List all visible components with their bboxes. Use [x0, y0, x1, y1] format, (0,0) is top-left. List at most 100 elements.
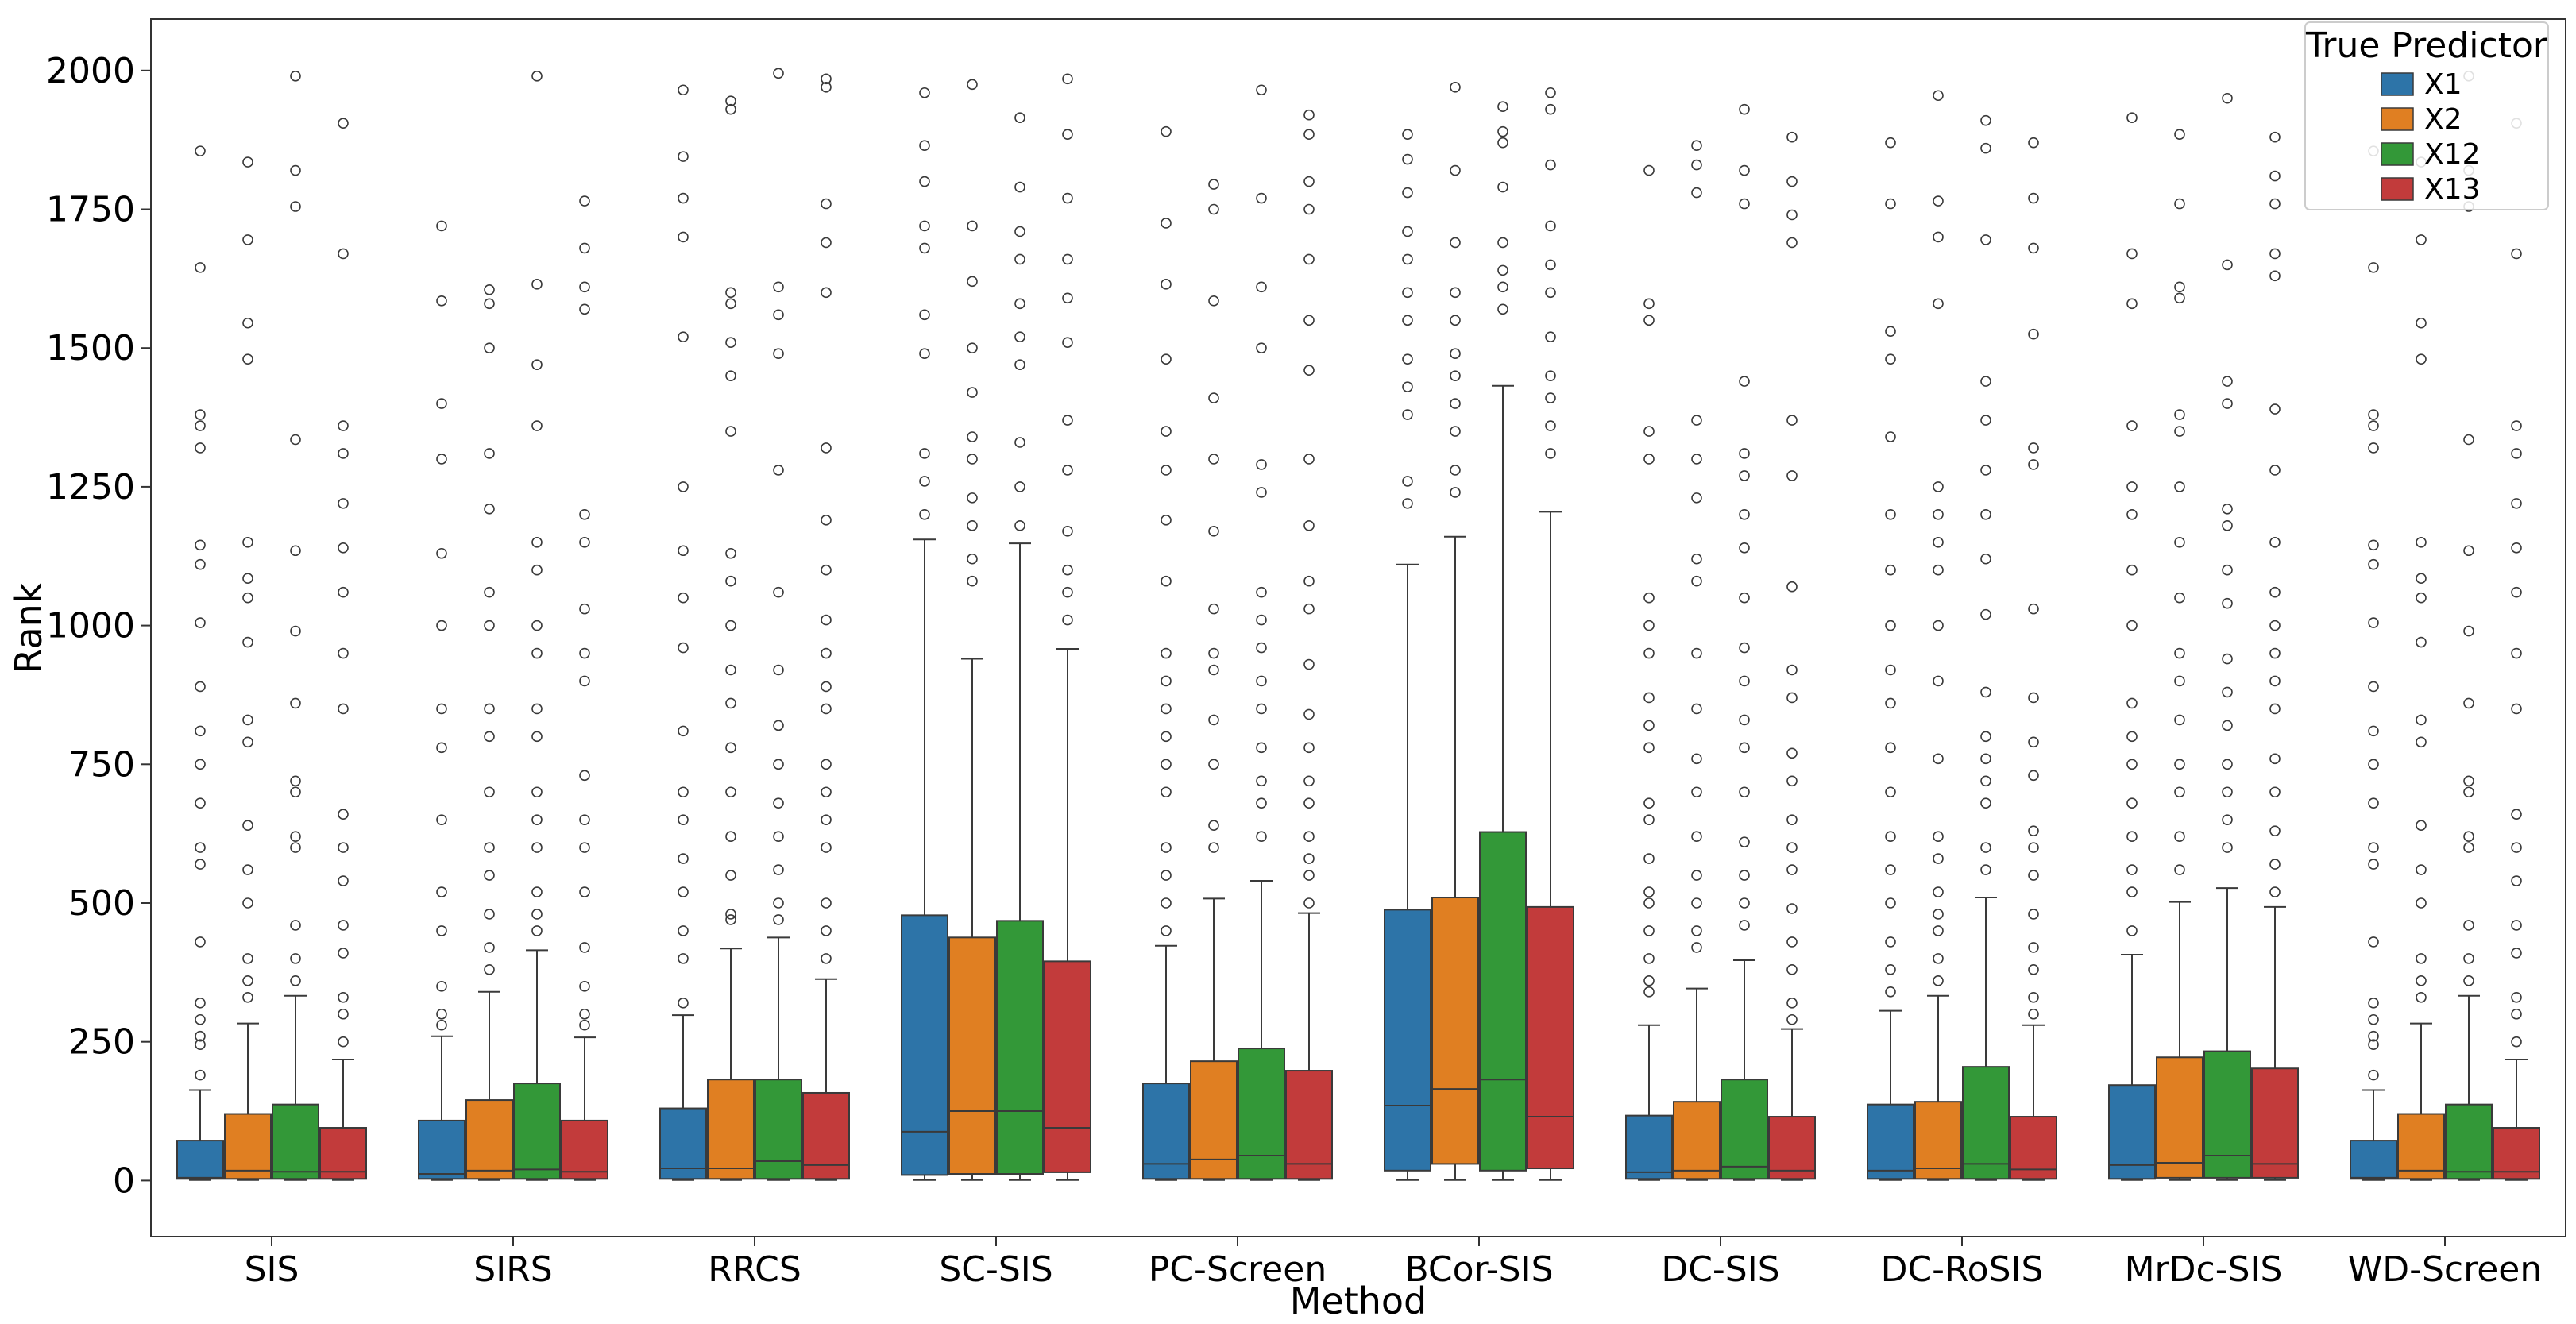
outlier-point: [2174, 675, 2185, 687]
outlier-point: [1643, 897, 1655, 909]
x-tick-label: RRCS: [708, 1249, 801, 1290]
outlier-point: [919, 87, 930, 98]
outlier-point: [1691, 140, 1702, 151]
outlier-point: [2416, 536, 2427, 548]
iqr-box: [1142, 1083, 1190, 1180]
outlier-point: [1303, 176, 1315, 187]
outlier-point: [195, 409, 206, 420]
outlier-point: [2126, 864, 2138, 875]
outlier-point: [290, 201, 301, 212]
outlier-point: [1643, 925, 1655, 936]
outlier-point: [773, 281, 784, 293]
outlier-point: [1208, 647, 1219, 659]
outlier-point: [436, 742, 447, 754]
outlier-point: [436, 547, 447, 559]
outlier-point: [484, 909, 495, 920]
outlier-point: [338, 498, 349, 509]
outlier-point: [1980, 731, 1991, 743]
box-x12-dc-rosis: [1962, 114, 2010, 1181]
outlier-point: [531, 620, 543, 631]
outlier-point: [1256, 703, 1267, 715]
outlier-point: [1303, 520, 1315, 531]
outlier-point: [725, 742, 736, 754]
outlier-point: [725, 95, 736, 107]
outlier-point: [1062, 564, 1073, 576]
outlier-point: [1739, 376, 1750, 387]
outlier-point: [1303, 454, 1315, 465]
outlier-point: [678, 84, 689, 96]
outlier-point: [338, 703, 349, 715]
outlier-point: [773, 309, 784, 321]
outlier-point: [1303, 658, 1315, 670]
outlier-point: [1786, 936, 1798, 948]
outlier-point: [725, 914, 736, 925]
box-x2-rrcs: [707, 95, 755, 1181]
outlier-point: [2222, 842, 2233, 853]
outlier-point: [1161, 675, 1172, 687]
outlier-point: [1161, 731, 1172, 743]
outlier-point: [531, 842, 543, 853]
outlier-point: [484, 342, 495, 354]
outlier-point: [1739, 870, 1750, 881]
iqr-box: [2350, 1140, 2397, 1180]
outlier-point: [1545, 259, 1556, 271]
outlier-point: [1691, 647, 1702, 659]
outlier-point: [2416, 234, 2427, 245]
outlier-point: [436, 981, 447, 992]
outlier-point: [531, 359, 543, 370]
iqr-box: [418, 1119, 465, 1180]
outlier-point: [1450, 237, 1461, 249]
outlier-point: [1208, 664, 1219, 676]
outlier-point: [2028, 736, 2039, 748]
iqr-box: [1044, 960, 1091, 1173]
outlier-point: [290, 775, 301, 787]
iqr-box: [1867, 1103, 1914, 1180]
iqr-box: [2156, 1056, 2203, 1179]
iqr-box: [465, 1099, 513, 1180]
outlier-point: [1402, 498, 1413, 509]
outlier-point: [1014, 181, 1025, 193]
outlier-point: [290, 842, 301, 853]
outlier-point: [1933, 195, 1944, 207]
outlier-point: [1014, 331, 1025, 343]
outlier-point: [1161, 786, 1172, 798]
outlier-point: [290, 831, 301, 842]
outlier-point: [1062, 614, 1073, 626]
outlier-point: [484, 448, 495, 459]
box-x2-dc-rosis: [1914, 90, 1962, 1181]
iqr-box: [1962, 1066, 2010, 1180]
outlier-point: [1014, 253, 1025, 265]
outlier-point: [1933, 753, 1944, 765]
outlier-point: [2269, 825, 2281, 836]
outlier-point: [1691, 925, 1702, 936]
outlier-point: [2174, 759, 2185, 770]
box-x2-mrdc-sis: [2156, 129, 2203, 1181]
outlier-point: [1885, 664, 1896, 676]
iqr-box: [948, 936, 996, 1175]
outlier-point: [1062, 586, 1073, 598]
outlier-point: [725, 786, 736, 798]
outlier-point: [484, 703, 495, 715]
outlier-point: [1885, 137, 1896, 149]
outlier-point: [821, 647, 832, 659]
outlier-point: [1303, 797, 1315, 809]
outlier-point: [1497, 101, 1508, 113]
legend-label-x12: X12: [2424, 138, 2480, 171]
outlier-point: [436, 220, 447, 232]
outlier-point: [2222, 814, 2233, 825]
outlier-point: [1161, 647, 1172, 659]
outlier-point: [1161, 125, 1172, 137]
outlier-point: [967, 276, 978, 288]
outlier-point: [1497, 281, 1508, 293]
outlier-point: [2222, 520, 2233, 531]
box-x13-pc-screen: [1285, 109, 1333, 1181]
outlier-point: [1208, 820, 1219, 831]
box-x13-bcor-sis: [1527, 87, 1574, 1181]
outlier-point: [2463, 775, 2474, 787]
box-x12-sirs: [513, 70, 561, 1181]
outlier-point: [1933, 886, 1944, 897]
outlier-point: [579, 281, 590, 293]
outlier-point: [2368, 725, 2379, 737]
outlier-point: [338, 118, 349, 129]
outlier-point: [436, 925, 447, 936]
